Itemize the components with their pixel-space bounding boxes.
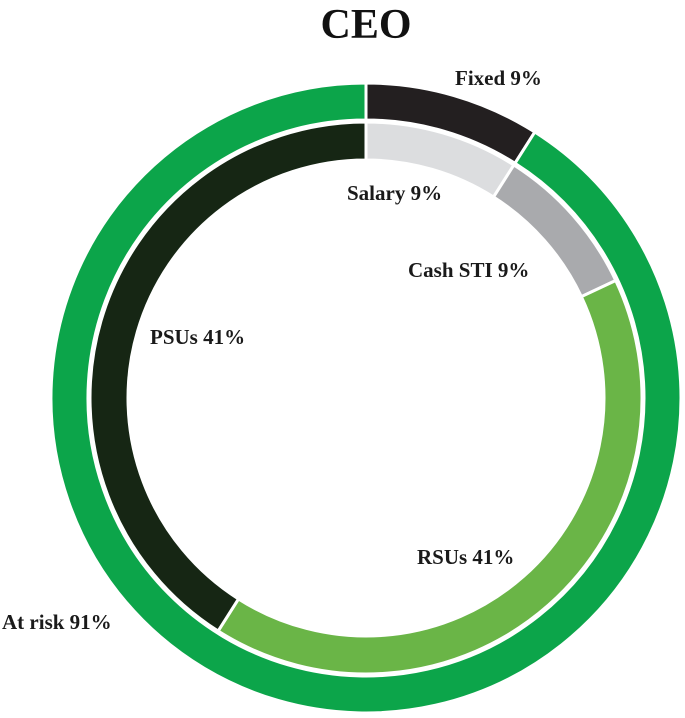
inner-ring: [88, 120, 644, 676]
outer-ring: [49, 81, 683, 715]
inner-ring-slice-psus: [88, 120, 368, 634]
label-cash-sti: Cash STI 9%: [408, 258, 529, 282]
label-rsus: RSUs 41%: [417, 545, 514, 569]
outer-ring-slice-at-risk: [49, 81, 683, 715]
label-psus: PSUs 41%: [150, 325, 245, 349]
chart-title: CEO: [320, 2, 411, 48]
label-fixed: Fixed 9%: [455, 66, 542, 90]
label-salary: Salary 9%: [347, 181, 442, 205]
label-at-risk: At risk 91%: [2, 610, 112, 634]
